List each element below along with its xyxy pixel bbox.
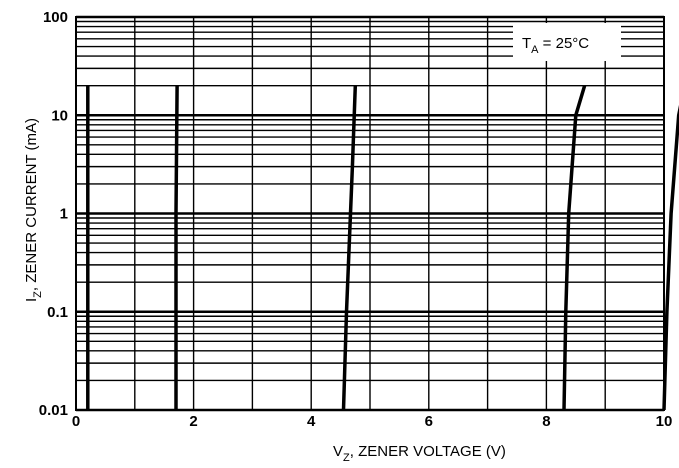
zener-curve (662, 104, 679, 411)
curves (86, 85, 679, 411)
x-tick-label: 4 (307, 413, 316, 430)
zener-curve (174, 85, 179, 410)
annotation-label: TA = 25°C (522, 35, 589, 56)
x-tick-label: 10 (656, 413, 673, 430)
annotation-box: TA = 25°C (513, 23, 621, 61)
y-tick-label: 0.1 (47, 304, 68, 321)
x-tick-label: 2 (189, 413, 197, 430)
x-tick-label: 6 (425, 413, 433, 430)
zener-curve (562, 85, 587, 411)
y-tick-label: 0.01 (39, 402, 68, 419)
y-axis-title: IZ, ZENER CURRENT (mA) (23, 118, 44, 302)
zener-curve (341, 85, 358, 411)
y-tick-label: 100 (43, 9, 68, 26)
grid (75, 15, 665, 412)
plot-frame (75, 16, 665, 411)
y-tick-label: 10 (51, 107, 68, 124)
x-tick-label: 0 (72, 413, 80, 430)
x-tick-label: 8 (542, 413, 550, 430)
y-tick-label: 1 (60, 206, 68, 223)
x-axis-title: VZ, ZENER VOLTAGE (V) (333, 443, 506, 464)
tick-labels: 0.01 0.1 1 10 100 0 2 4 6 8 10 (39, 9, 673, 430)
